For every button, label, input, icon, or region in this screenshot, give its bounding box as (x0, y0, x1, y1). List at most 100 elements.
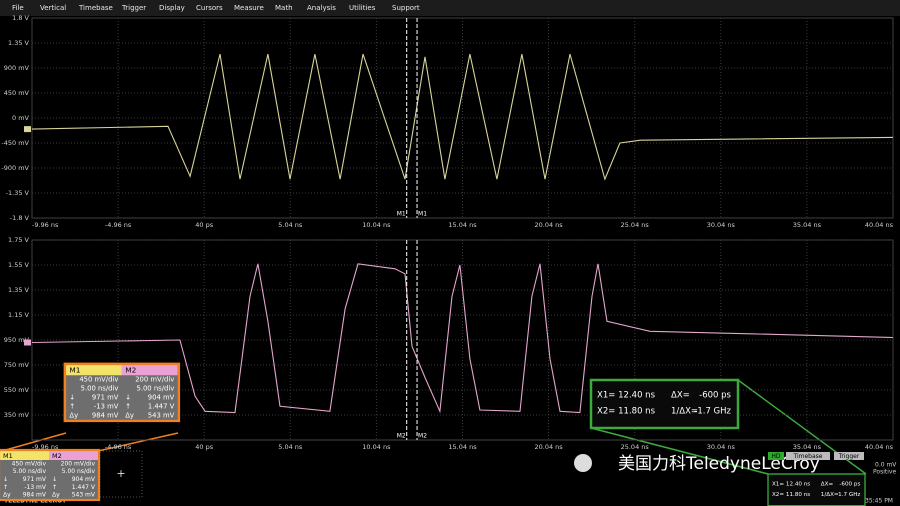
row-label: ↑ (52, 484, 57, 491)
x-tick-label: 40.04 ns (865, 221, 894, 229)
menu-item[interactable]: File (12, 4, 24, 12)
header-label: M1 (3, 452, 13, 460)
table-header (0, 451, 49, 460)
menu-item[interactable]: Display (159, 4, 185, 12)
row-label: Δy (69, 411, 78, 419)
table-header (66, 365, 122, 376)
y-tick-label: 1.8 V (12, 14, 29, 22)
readout-text: 1/ΔX= (821, 492, 839, 498)
x-tick-label: 35.04 ns (793, 221, 822, 229)
waveform (31, 53, 894, 181)
menu-item[interactable]: Cursors (196, 4, 223, 12)
x-tick-label: -4.96 ns (105, 443, 132, 451)
cursor-readout: X1= 12.40 ns ΔX= -600 ps X2= 11.80 ns 1/ΔX=-1.… (767, 473, 866, 506)
menu-item[interactable]: Trigger (121, 4, 146, 12)
y-tick-label: 1.35 V (8, 286, 30, 294)
y-tick-label: 950 mV (4, 336, 30, 344)
readout-text: ΔX= (671, 391, 690, 401)
cursor-label: M2 (418, 433, 427, 440)
waveform (31, 263, 894, 414)
y-tick-label: -900 mV (1, 164, 29, 172)
x-tick-label: 35.04 ns (793, 443, 822, 451)
row-label: ↑ (3, 484, 8, 491)
cell-value: 200 mV/div (135, 376, 174, 384)
cell-value: 971 mV (92, 393, 119, 401)
row-label: ↑ (69, 402, 75, 410)
readout-text: 12.40 ns (786, 481, 810, 487)
menu-item[interactable]: Utilities (349, 4, 376, 12)
cell-value: 5.00 ns/div (62, 468, 96, 475)
table-header (121, 365, 178, 376)
row-label: ↓ (125, 393, 131, 401)
menu-item[interactable]: Vertical (40, 4, 66, 12)
y-tick-label: 1.75 V (8, 236, 30, 244)
readout-box (589, 378, 740, 430)
y-tick-label: -450 mV (1, 139, 29, 147)
x-tick-label: 15.04 ns (448, 443, 477, 451)
y-tick-label: 750 mV (4, 361, 30, 369)
connector (1, 432, 67, 452)
cursor-label: M1 (397, 211, 406, 218)
x-tick-label: 30.04 ns (707, 443, 736, 451)
cell-value: 543 mV (72, 492, 96, 499)
readout-text: -1.7 GHz (836, 492, 860, 498)
cell-value: 5.00 ns/div (81, 385, 119, 393)
y-tick-label: 350 mV (4, 411, 30, 419)
x-tick-label: -4.96 ns (105, 221, 132, 229)
connector (590, 427, 769, 475)
x-tick-label: 40 ps (195, 221, 213, 229)
x-tick-label: -9.96 ns (32, 221, 59, 229)
trigger-level: 0.0 mV (875, 462, 897, 469)
cell-value: 450 mV/div (79, 376, 118, 384)
readout-text: -600 ps (839, 481, 860, 487)
status-tag[interactable] (786, 452, 830, 460)
trigger-slope: Positive (873, 469, 896, 476)
row-label: ↓ (3, 476, 8, 483)
x-tick-label: 40 ps (195, 443, 213, 451)
readout-text: 11.80 ns (786, 492, 810, 498)
readout-text: -600 ps (699, 391, 731, 401)
menu-item[interactable]: Support (392, 4, 420, 12)
y-tick-label: -1.8 V (10, 214, 30, 222)
cell-value: 5.00 ns/div (13, 468, 47, 475)
menu-item[interactable]: Math (275, 4, 293, 12)
x-tick-label: 20.04 ns (535, 221, 564, 229)
status-tag[interactable] (768, 452, 784, 460)
x-tick-label: 30.04 ns (707, 221, 736, 229)
status-tag[interactable] (834, 452, 864, 460)
cell-value: -13 mV (24, 484, 47, 491)
connector (97, 432, 179, 452)
cell-value: -13 mV (94, 402, 119, 410)
status-tag-label: HD (771, 453, 781, 460)
row-label: Δy (52, 492, 60, 499)
y-tick-label: 1.15 V (8, 311, 30, 319)
header-label: M1 (69, 365, 80, 374)
cell-value: 904 mV (72, 476, 96, 483)
x-tick-label: 5.04 ns (278, 221, 303, 229)
row-label: ↓ (69, 393, 75, 401)
y-tick-label: 1.55 V (8, 261, 30, 269)
row-label: ↓ (52, 476, 57, 483)
menu-item[interactable]: Measure (234, 4, 264, 12)
status-tag-label: Timebase (793, 453, 823, 460)
readout-text: -1.7 GHz (694, 407, 731, 417)
menu-item[interactable]: Analysis (307, 4, 336, 12)
cell-value: 543 mV (148, 411, 175, 419)
cell-value: 984 mV (23, 492, 47, 499)
y-tick-label: -1.35 V (6, 189, 30, 197)
add-icon[interactable]: + (116, 467, 125, 480)
cell-value: 904 mV (148, 393, 175, 401)
cursor-label: M1 (418, 211, 427, 218)
cell-value: 1.447 V (72, 484, 96, 491)
readout-text: ΔX= (821, 481, 834, 487)
x-tick-label: 25.04 ns (621, 221, 650, 229)
readout-box (767, 473, 866, 506)
readout-text: 1/ΔX= (671, 407, 698, 417)
y-tick-label: 550 mV (4, 386, 30, 394)
x-tick-label: -9.96 ns (32, 443, 59, 451)
menu-item[interactable]: Timebase (78, 4, 113, 12)
